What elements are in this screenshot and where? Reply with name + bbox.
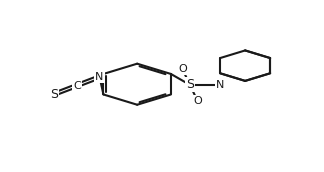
Text: O: O bbox=[193, 96, 202, 106]
Text: C: C bbox=[73, 80, 81, 90]
Text: N: N bbox=[216, 80, 224, 90]
Text: S: S bbox=[186, 78, 194, 91]
Text: N: N bbox=[95, 72, 104, 82]
Text: N: N bbox=[216, 80, 224, 90]
Text: S: S bbox=[50, 88, 58, 101]
Text: O: O bbox=[178, 64, 187, 74]
